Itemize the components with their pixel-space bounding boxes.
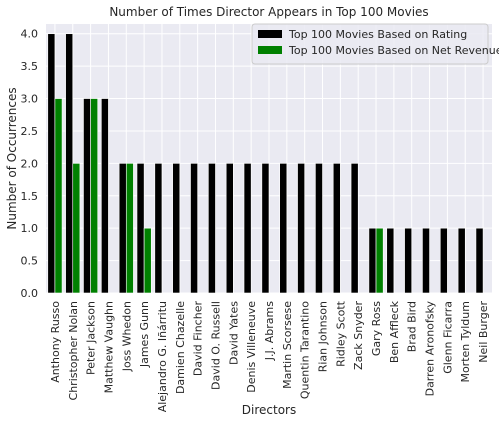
bar-rating — [404, 227, 413, 294]
x-tick-label: Brad Bird — [406, 301, 419, 352]
x-tick-label: Joss Whedon — [120, 301, 133, 372]
y-tick-label: 3.0 — [21, 93, 39, 106]
y-tick-label: 3.5 — [21, 60, 39, 73]
x-tick-label: Zack Snyder — [352, 301, 365, 370]
bar-revenue — [125, 163, 134, 294]
x-tick-label: Neil Burger — [477, 301, 490, 363]
x-tick-label: Matthew Vaughn — [102, 301, 115, 393]
x-tick-label: Peter Jackson — [85, 301, 98, 375]
y-tick-label: 0.5 — [21, 255, 39, 268]
legend-swatch-rating — [258, 30, 282, 38]
bar-rating — [225, 163, 234, 294]
bar-rating — [297, 163, 305, 294]
x-tick-label: Anthony Russo — [49, 301, 62, 383]
legend-swatch-revenue — [258, 46, 282, 54]
bar-revenue — [143, 227, 152, 294]
chart-title: Number of Times Director Appears in Top … — [109, 5, 428, 19]
bar-rating — [457, 227, 466, 294]
bar-rating — [422, 227, 430, 294]
x-tick-label: Christopher Nolan — [67, 301, 80, 401]
y-tick-label: 2.0 — [21, 157, 39, 170]
bar-group — [47, 33, 484, 294]
bar-rating — [261, 163, 270, 294]
x-tick-label: James Gunn — [138, 301, 151, 368]
x-tick-label: Damien Chazelle — [174, 301, 187, 394]
bar-rating — [386, 227, 395, 294]
y-tick-label: 1.0 — [21, 222, 39, 235]
x-tick-label: Quentin Tarantino — [299, 301, 312, 399]
bar-rating — [190, 163, 198, 294]
y-tick-label: 2.5 — [21, 125, 39, 138]
bar-revenue — [375, 227, 384, 294]
x-tick-label: David O. Russell — [209, 301, 222, 390]
legend-label-revenue: Top 100 Movies Based on Net Revenue — [288, 44, 499, 57]
y-tick-label: 0.0 — [21, 287, 39, 300]
x-tick-label: David Fincher — [192, 301, 205, 377]
bar-rating — [172, 163, 181, 294]
bar-rating — [47, 33, 56, 294]
legend-box — [251, 23, 489, 65]
legend-label-rating: Top 100 Movies Based on Rating — [288, 28, 467, 41]
bar-rating — [208, 163, 216, 294]
x-tick-label: Glenn Ficarra — [441, 301, 454, 374]
x-tick-label: J.J. Abrams — [263, 301, 276, 361]
bar-rating — [243, 163, 252, 294]
bar-rating — [101, 98, 109, 294]
bar-rating — [65, 33, 74, 294]
bar-rating — [439, 227, 448, 294]
y-tick-label: 4.0 — [21, 28, 39, 41]
bar-revenue — [72, 163, 81, 294]
x-tick-label: Denis Villeneuve — [245, 301, 258, 393]
bar-rating — [475, 227, 484, 294]
bar-rating — [350, 163, 359, 294]
x-tick-label: Gary Ross — [370, 301, 383, 356]
bar-rating — [368, 227, 377, 294]
y-axis-title: Number of Occurrences — [5, 87, 19, 229]
bar-rating — [83, 98, 91, 294]
bar-rating — [332, 163, 341, 294]
legend: Top 100 Movies Based on Rating Top 100 M… — [251, 23, 499, 65]
x-tick-label: Rian Johnson — [317, 301, 330, 372]
bar-rating — [315, 163, 323, 294]
bar-revenue — [54, 98, 63, 294]
bar-rating — [154, 163, 163, 294]
x-tick-label: Ridley Scott — [334, 300, 347, 367]
x-axis-title: Directors — [242, 403, 296, 417]
bar-revenue — [90, 98, 99, 294]
x-tick-label: David Yates — [227, 301, 240, 365]
y-tick-label: 1.5 — [21, 190, 39, 203]
x-tick-label: Morten Tyldum — [459, 301, 472, 383]
x-tick-label: Alejandro G. Iñárritu — [156, 301, 169, 412]
bar-rating — [118, 163, 127, 294]
x-tick-label: Martin Scorsese — [281, 301, 294, 389]
bar-rating — [136, 163, 145, 294]
bar-rating — [279, 163, 288, 294]
x-tick-label: Ben Affleck — [388, 300, 401, 363]
x-tick-label: Darren Aronofsky — [424, 301, 437, 397]
y-axis-ticks: 0.0 0.5 1.0 1.5 2.0 2.5 3.0 3.5 4.0 — [21, 28, 39, 300]
x-axis-ticks: Anthony Russo Christopher Nolan Peter Jack… — [49, 300, 490, 412]
